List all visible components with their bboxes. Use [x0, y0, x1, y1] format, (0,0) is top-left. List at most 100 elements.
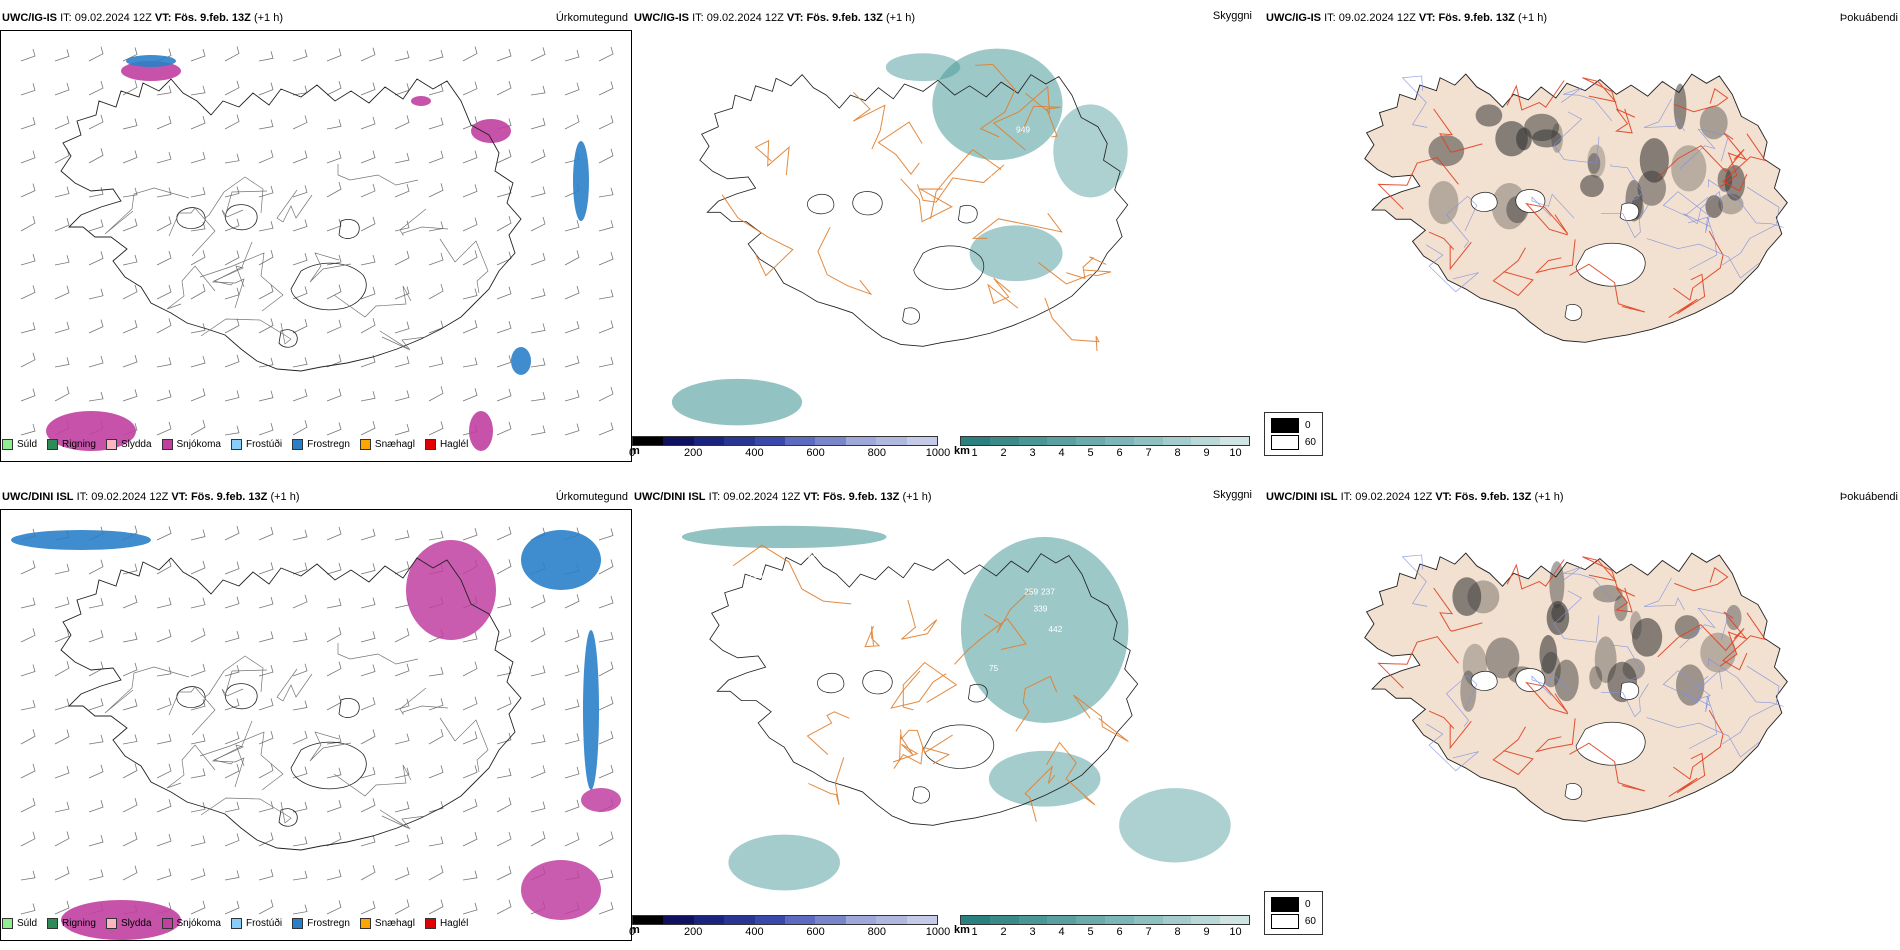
snow-area [581, 788, 621, 812]
wind-barb [122, 563, 138, 575]
glacier-outline [1564, 783, 1583, 800]
fog-map [1304, 30, 1894, 425]
glacier-outline [1515, 189, 1546, 213]
wind-barb [530, 149, 546, 164]
wind-barb [224, 186, 240, 198]
wind-barb [428, 728, 444, 745]
wind-barb [598, 696, 614, 711]
colorbar-segment [906, 916, 938, 924]
colorbar-tick: 400 [745, 447, 764, 459]
visibility-value-label: 689 [765, 61, 779, 71]
glacier-outline [176, 686, 206, 708]
legend-label: Slydda [120, 917, 152, 929]
wind-barb [258, 51, 274, 62]
panel-title: Þokuábendi [1839, 491, 1898, 503]
road-line [276, 668, 313, 702]
wind-barb [156, 868, 172, 881]
wind-barb [394, 767, 410, 779]
road-line [1674, 566, 1729, 592]
wind-barb [156, 151, 172, 164]
fog-shading [1485, 637, 1520, 679]
land-fill [1364, 74, 1788, 343]
wind-barb [564, 321, 580, 334]
wind-barb [530, 288, 546, 300]
wind-barb [88, 355, 104, 368]
wind-barb [564, 114, 580, 130]
road-line [1525, 202, 1569, 236]
fog-shading [1531, 129, 1562, 148]
road-line [168, 686, 216, 736]
wind-barb [224, 731, 240, 745]
wind-barb [360, 116, 376, 130]
road-line [1561, 566, 1613, 601]
wind-barb [292, 388, 308, 402]
glacier-outline [913, 245, 985, 290]
wind-barb [598, 386, 614, 402]
colorbar-tick: 9 [1203, 926, 1210, 938]
colorbar-segment [876, 916, 907, 924]
wind-barb [54, 831, 70, 847]
road-line [1553, 111, 1600, 164]
wind-barb [258, 631, 274, 643]
road-line [212, 744, 245, 767]
colorbar-segment [906, 437, 938, 445]
road-line [1657, 624, 1745, 658]
visibility-km-colorbar: 1 2 3 4 5 6 7 8 9 10 km [954, 915, 1250, 939]
glacier-outline [1564, 304, 1583, 321]
colorbar-tick: 5 [1087, 447, 1094, 459]
wind-barb [530, 425, 546, 436]
wind-barb [462, 798, 478, 813]
fog-key-swatch [1271, 435, 1299, 450]
colorbar-tick: 3 [1029, 447, 1036, 459]
wind-barb [156, 187, 172, 198]
legend-swatch [230, 917, 242, 929]
wind-barb [122, 734, 138, 745]
wind-barb [122, 662, 138, 677]
wind-barb [88, 734, 104, 745]
wind-barb [564, 664, 580, 677]
wind-barb [292, 49, 308, 62]
wind-barb [462, 528, 478, 541]
wind-barb [564, 799, 580, 813]
wind-barb [54, 357, 70, 368]
wind-barb [462, 81, 478, 96]
fog-shading [1452, 577, 1482, 617]
wind-barb [20, 388, 36, 402]
wind-barb [360, 254, 376, 266]
wind-barb [156, 597, 172, 609]
wind-barb [54, 49, 70, 62]
wind-barb [326, 284, 342, 300]
wind-barb [496, 388, 512, 402]
wind-barb [428, 899, 444, 915]
colorbar-segment [1133, 437, 1163, 445]
wind-barb [224, 526, 240, 541]
wind-barb [564, 355, 580, 368]
wind-barb [292, 185, 308, 198]
wind-barb [88, 629, 104, 643]
wind-barb [20, 322, 36, 334]
freezing-rain-area [521, 530, 601, 590]
glacier-outline [958, 204, 978, 224]
legend-swatch [292, 438, 304, 450]
road-line [971, 212, 1063, 239]
visibility-value-label: 237 [1041, 587, 1055, 597]
road-line [1615, 587, 1636, 613]
wind-barb [428, 698, 444, 711]
wind-barb [122, 797, 138, 813]
wind-barb [88, 114, 104, 130]
road-line [1707, 658, 1784, 707]
visibility-value-label: 505 [979, 171, 993, 181]
colorbar-segment [663, 916, 694, 924]
road-line [104, 666, 190, 714]
wind-barb [156, 421, 172, 436]
freezing-rain-area [126, 55, 176, 67]
coastline [60, 78, 522, 372]
wind-barb [394, 698, 410, 711]
panel-title: Þokuábendi [1839, 12, 1898, 24]
fog-key-row: 0 [1271, 417, 1316, 434]
fog-key-bottom: 0 60 [1264, 891, 1323, 935]
road-line [1433, 587, 1483, 632]
colorbar-tick: 1 [971, 926, 978, 938]
panel-title: Skyggni [1212, 489, 1252, 501]
fog-panel-bottom: UWC/DINI ISL IT: 09.02.2024 12Z VT: Fös.… [1264, 489, 1900, 909]
